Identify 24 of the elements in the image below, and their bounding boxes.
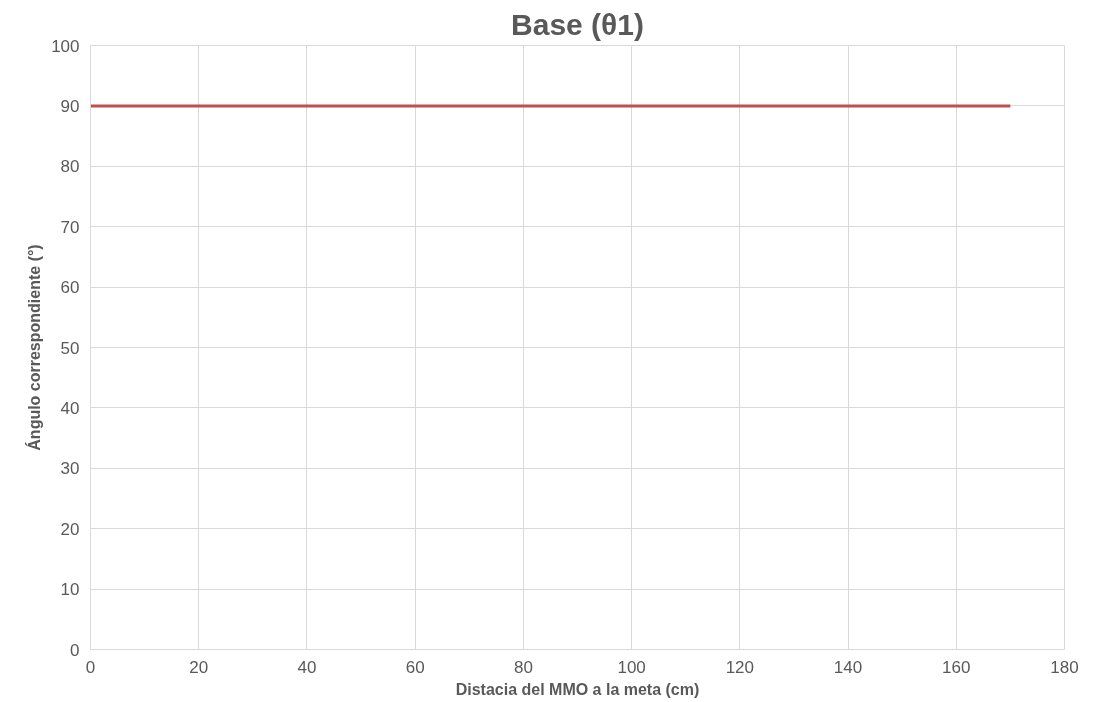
x-axis-title: Distacia del MMO a la meta (cm) bbox=[455, 680, 700, 698]
y-tick-label: 0 bbox=[70, 640, 80, 660]
chart-title: Base (θ1) bbox=[511, 7, 644, 41]
y-tick-label: 40 bbox=[60, 398, 80, 418]
x-tick-label: 20 bbox=[189, 657, 209, 677]
x-tick-label: 140 bbox=[833, 657, 863, 677]
y-tick-label: 30 bbox=[60, 459, 80, 479]
x-tick-label: 180 bbox=[1050, 657, 1079, 677]
x-tick-label: 60 bbox=[405, 657, 425, 677]
y-tick-label: 80 bbox=[60, 157, 80, 177]
x-tick-label: 40 bbox=[297, 657, 317, 677]
x-tick-label: 160 bbox=[942, 657, 971, 677]
x-tick-label: 120 bbox=[725, 657, 755, 677]
x-tick-label: 80 bbox=[513, 657, 533, 677]
y-tick-label: 100 bbox=[51, 36, 80, 56]
x-tick-label: 100 bbox=[617, 657, 646, 677]
y-tick-label: 50 bbox=[60, 338, 80, 358]
y-axis-title: Ángulo correspondiente (°) bbox=[25, 244, 44, 451]
y-tick-label: 90 bbox=[60, 96, 80, 116]
y-tick-label: 70 bbox=[60, 217, 80, 237]
y-tick-label: 60 bbox=[60, 278, 80, 298]
y-tick-label: 20 bbox=[60, 519, 80, 539]
x-tick-label: 0 bbox=[85, 657, 96, 677]
y-tick-label: 10 bbox=[60, 580, 80, 600]
